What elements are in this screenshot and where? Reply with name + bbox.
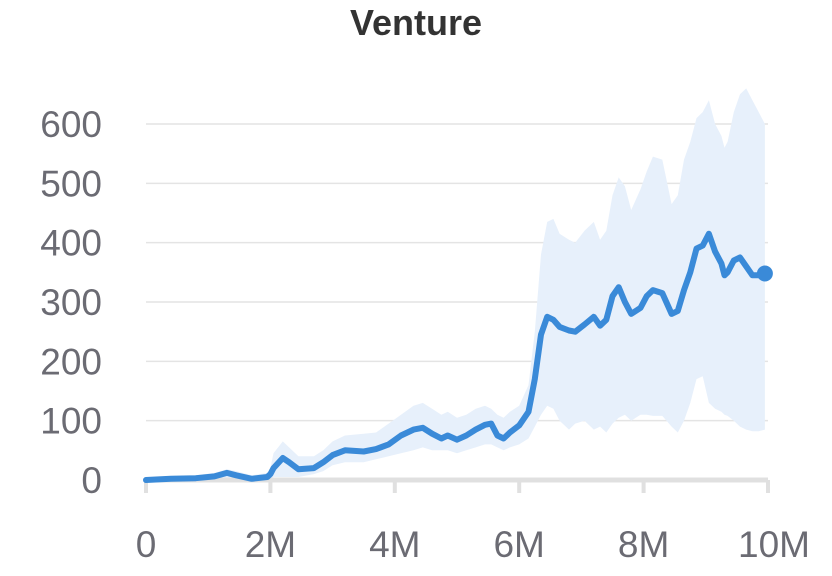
y-tick-label: 300 — [40, 282, 102, 323]
y-tick-label: 0 — [81, 460, 102, 501]
y-tick-label: 200 — [40, 341, 102, 382]
x-axis-layer — [144, 477, 770, 493]
grid-lines — [146, 123, 768, 422]
x-tick-label: 2M — [245, 524, 296, 565]
series-end-point — [756, 265, 773, 282]
y-tick-labels: 0 100 200 300 400 500 600 — [40, 104, 102, 501]
x-tick-label: 0 — [136, 524, 157, 565]
confidence-band-layer — [146, 88, 765, 481]
series-line-layer — [143, 230, 773, 483]
x-tick-label: 6M — [493, 524, 544, 565]
y-tick-label: 500 — [40, 163, 102, 204]
y-tick-label: 100 — [40, 401, 102, 442]
chart-title: Venture — [349, 2, 483, 43]
y-tick-label: 600 — [40, 104, 102, 145]
series-line — [143, 230, 768, 483]
x-tick-label: 10M — [738, 524, 810, 565]
y-tick-label: 400 — [40, 223, 102, 264]
x-tick-labels: 0 2M 4M 6M 8M 10M — [136, 524, 810, 565]
x-tick-label: 4M — [369, 524, 420, 565]
confidence-band — [146, 88, 765, 481]
x-tick-label: 8M — [618, 524, 669, 565]
